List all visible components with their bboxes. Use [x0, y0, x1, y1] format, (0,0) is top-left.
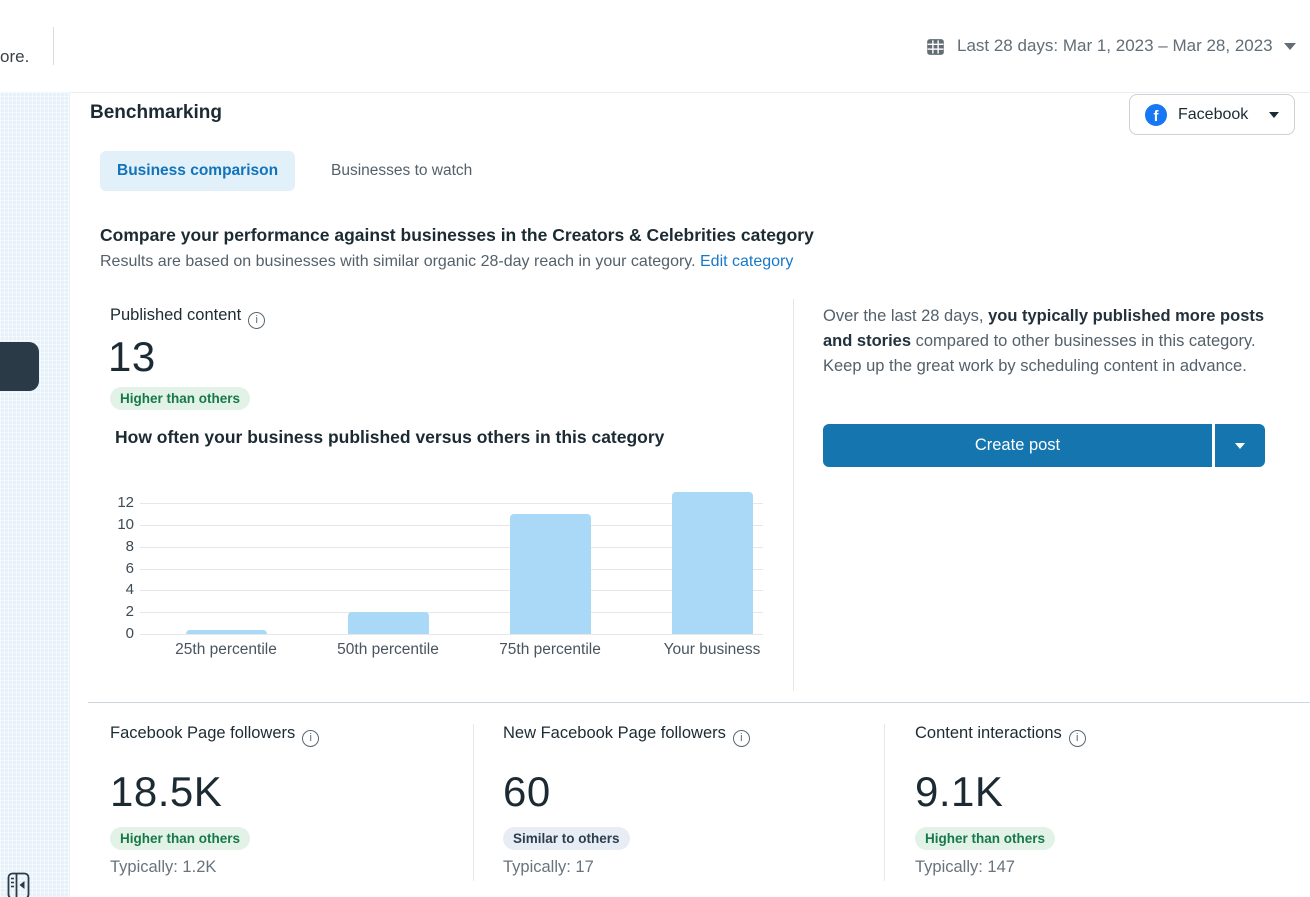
metric-label-text: New Facebook Page followers [503, 724, 726, 742]
top-bar: ore. Last 28 days: Mar 1, 2023 – Mar 28,… [0, 0, 1310, 92]
section-subtext: Results are based on businesses with sim… [100, 253, 793, 271]
platform-selector-label: Facebook [1178, 105, 1249, 123]
y-axis-tick: 12 [117, 494, 134, 512]
bar-50th-percentile [348, 612, 429, 634]
card-divider [884, 724, 885, 881]
benchmarking-card: Benchmarking f Facebook Business compari… [70, 92, 1310, 897]
truncated-link-fragment[interactable]: ore. [0, 47, 30, 66]
calendar-icon [927, 38, 944, 55]
published-content-label: Published content [110, 306, 266, 329]
chevron-down-icon [1283, 42, 1296, 50]
subtext-body: Results are based on businesses with sim… [100, 253, 700, 270]
card-divider [473, 724, 474, 881]
create-post-dropdown-button[interactable] [1215, 424, 1265, 467]
chart-title: How often your business published versus… [115, 427, 665, 447]
info-icon[interactable] [732, 730, 750, 747]
chevron-down-icon [1269, 111, 1279, 118]
chart-plot-area: 25th percentile 50th percentile 75th perce… [140, 489, 763, 658]
y-axis-tick: 8 [125, 537, 134, 555]
metric-typical: Typically: 1.2K [110, 858, 217, 876]
x-axis-label: 75th percentile [499, 641, 601, 658]
gridline [140, 612, 763, 614]
date-range-selector[interactable]: Last 28 days: Mar 1, 2023 – Mar 28, 2023 [925, 32, 1296, 60]
x-axis-label: Your business [663, 641, 761, 658]
date-range-label: Last 28 days: Mar 1, 2023 – Mar 28, 2023 [957, 36, 1273, 55]
insight-text-suffix: compared to other businesses in this cat… [823, 332, 1256, 375]
y-axis-tick: 2 [125, 603, 134, 621]
bar-75th-percentile [510, 514, 591, 634]
facebook-logo-icon: f [1145, 103, 1167, 126]
metric-label: New Facebook Page followers [503, 724, 833, 747]
gridline [140, 524, 763, 526]
bar-your-business [672, 492, 753, 634]
gridline [140, 590, 763, 592]
column-divider [793, 299, 794, 691]
y-axis-tick: 6 [125, 559, 134, 577]
metric-card-facebook-page-followers: Facebook Page followers 18.5K Higher tha… [110, 724, 440, 877]
platform-selector[interactable]: f Facebook [1129, 94, 1295, 135]
tab-businesses-to-watch[interactable]: Businesses to watch [331, 151, 472, 191]
insight-text-bold: you typically published more posts and s… [823, 307, 1265, 350]
page-title: Benchmarking [90, 102, 222, 123]
chevron-down-icon [1235, 442, 1245, 449]
metric-typical: Typically: 147 [915, 858, 1015, 876]
left-gutter [0, 92, 70, 897]
published-bar-chart: 0 2 4 6 8 10 12 25th percentile 50th percentile… [100, 489, 810, 679]
metric-label: Content interactions [915, 724, 1245, 747]
bar-25th-percentile [186, 630, 267, 634]
topbar-divider [53, 27, 54, 65]
metric-value: 60 [503, 768, 551, 815]
gridline [140, 568, 763, 570]
info-icon[interactable] [1068, 730, 1086, 747]
metric-typical: Typically: 17 [503, 858, 594, 876]
insight-text: Over the last 28 days, you typically pub… [823, 304, 1265, 379]
x-axis-label: 25th percentile [175, 641, 277, 658]
metric-card-content-interactions: Content interactions 9.1K Higher than ot… [915, 724, 1245, 877]
metric-label: Facebook Page followers [110, 724, 440, 747]
insight-text-prefix: Over the last 28 days, [823, 307, 989, 325]
published-content-label-text: Published content [110, 306, 242, 324]
y-axis-tick: 4 [125, 581, 134, 599]
collapse-sidebar-icon[interactable] [7, 872, 31, 897]
published-content-badge: Higher than others [110, 387, 251, 410]
metric-badge: Similar to others [503, 827, 630, 850]
section-divider [88, 702, 1310, 703]
edit-category-link[interactable]: Edit category [700, 253, 794, 270]
metric-label-text: Content interactions [915, 724, 1062, 742]
y-axis-tick: 0 [125, 625, 134, 642]
tab-label: Businesses to watch [331, 162, 473, 179]
metric-label-text: Facebook Page followers [110, 724, 296, 742]
metric-card-new-facebook-page-followers: New Facebook Page followers 60 Similar t… [503, 724, 833, 877]
published-content-value: 13 [108, 333, 156, 380]
tab-label: Business comparison [117, 162, 279, 179]
metric-badge: Higher than others [110, 827, 251, 850]
y-axis-tick: 10 [117, 515, 134, 533]
gridline [140, 634, 763, 635]
metric-badge: Higher than others [915, 827, 1056, 850]
info-icon[interactable] [302, 730, 320, 747]
gridline [140, 503, 763, 505]
create-post-button[interactable]: Create post [823, 424, 1212, 467]
metric-value: 9.1K [915, 768, 1004, 815]
drawer-handle[interactable] [0, 342, 39, 391]
gridline [140, 546, 763, 548]
tab-business-comparison[interactable]: Business comparison [100, 151, 296, 191]
metric-value: 18.5K [110, 768, 223, 815]
section-heading: Compare your performance against busines… [100, 225, 814, 245]
info-icon[interactable] [248, 312, 266, 329]
chart-y-axis: 0 2 4 6 8 10 12 [100, 489, 134, 642]
x-axis-label: 50th percentile [337, 641, 439, 658]
